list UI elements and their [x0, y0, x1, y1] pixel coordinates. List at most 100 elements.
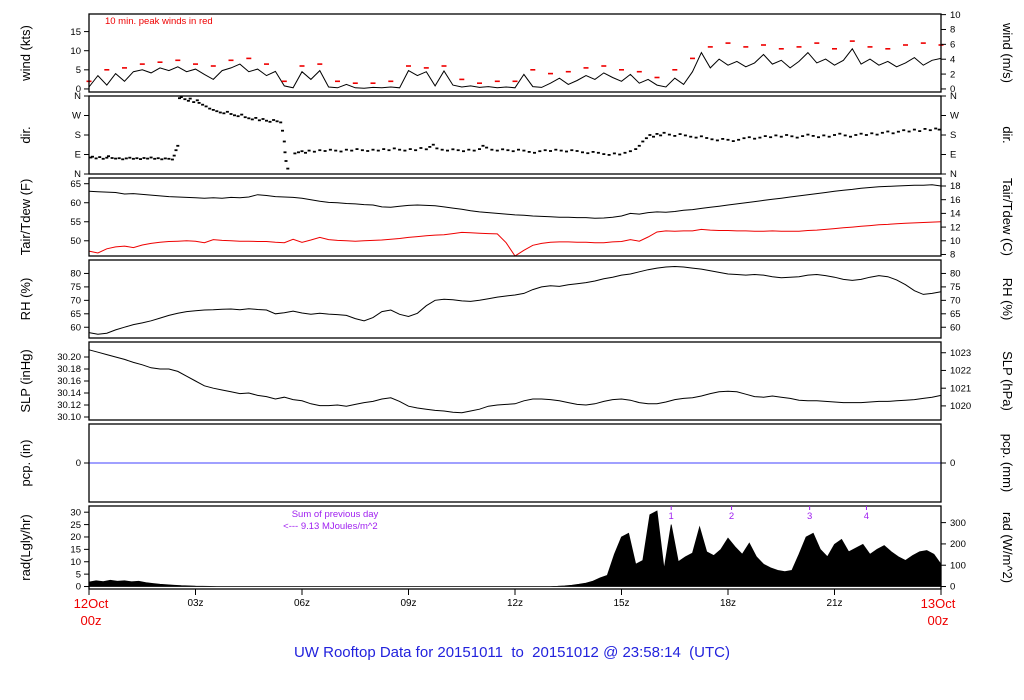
xaxis-start-hour: 00z — [81, 613, 102, 628]
ytick-left-rad: 25 — [70, 520, 81, 531]
panel-wind: 0 5 10 15 0 2 4 6 8 10 wind (kts) wind (m/s) 10 min.… — [18, 10, 1015, 95]
ylabel-left-rad: rad(Lgly/hr) — [18, 514, 33, 580]
ytick-left-rh: 70 — [70, 296, 81, 307]
ytick-left-pcp: 0 — [76, 458, 81, 469]
ytick-left-rad: 10 — [70, 557, 81, 568]
ytick-right-rad: 0 — [950, 582, 955, 593]
ytick-right-slp: 1022 — [950, 366, 971, 377]
ylabel-right-rh: RH (%) — [1000, 278, 1015, 321]
ylabel-right-slp: SLP (hPa) — [1000, 351, 1015, 411]
xtick-label: 15z — [613, 598, 629, 609]
ytick-right-temp: 18 — [950, 181, 961, 192]
x-axis: 03z 06z 09z 12z 15z 18z 21z 12Oct 00z 13Oct 00z — [74, 589, 956, 628]
ytick-right-temp: 12 — [950, 222, 961, 233]
ytick-right-slp: 1020 — [950, 401, 971, 412]
ytick-left-wind: 15 — [70, 27, 81, 38]
ytick-left-dir: S — [75, 130, 81, 141]
ylabel-right-rad: rad (W/m^2) — [1000, 512, 1015, 583]
ylabel-right-dir: dir. — [1000, 126, 1015, 143]
ylabel-left-dir: dir. — [18, 126, 33, 143]
ytick-right-rad: 200 — [950, 539, 966, 550]
ytick-left-dir: N — [74, 169, 81, 180]
panel-temp-border — [88, 177, 942, 257]
ytick-right-temp: 8 — [950, 250, 955, 261]
rh-pct-line — [88, 265, 942, 335]
annotation-rad-0: Sum of previous day — [292, 509, 379, 520]
ytick-left-dir: N — [74, 91, 81, 102]
chart-title: UW Rooftop Data for 20151011 to 20151012… — [293, 644, 731, 661]
ytick-right-wind: 8 — [950, 25, 955, 36]
xaxis-end-date: 13Oct — [921, 596, 956, 611]
ytick-left-rad: 5 — [76, 569, 81, 580]
ytick-left-slp: 30.14 — [57, 388, 81, 399]
ytick-right-temp: 16 — [950, 195, 961, 206]
xtick-label: 03z — [187, 598, 203, 609]
peak-wind-kts-points — [86, 40, 944, 84]
ytick-left-wind: 10 — [70, 46, 81, 57]
ytick-left-slp: 30.12 — [57, 400, 81, 411]
ytick-right-rh: 60 — [950, 322, 961, 333]
panel-rh: 60 65 70 75 80 60 65 70 75 80 RH (%) RH (%) — [18, 259, 1015, 339]
ytick-right-wind: 6 — [950, 40, 955, 51]
panel-temp: 50 55 60 65 8 10 12 14 16 18 Tair/Tdew (F) Tair/Tde… — [18, 177, 1015, 261]
ytick-right-rh: 70 — [950, 296, 961, 307]
ytick-left-slp: 30.20 — [57, 352, 81, 363]
ytick-right-wind: 0 — [950, 84, 955, 95]
ytick-right-rh: 80 — [950, 269, 961, 280]
panel-rh-border — [88, 259, 942, 339]
ytick-right-dir: S — [950, 130, 956, 141]
xtick-label: 09z — [400, 598, 416, 609]
event-marker-3: 3 — [807, 511, 812, 522]
ytick-right-slp: 1023 — [950, 348, 971, 359]
ytick-left-rad: 0 — [76, 582, 81, 593]
ytick-left-rh: 60 — [70, 322, 81, 333]
xaxis-end-hour: 00z — [928, 613, 949, 628]
ytick-left-temp: 50 — [70, 236, 81, 247]
ytick-right-temp: 14 — [950, 209, 961, 220]
ytick-left-slp: 30.18 — [57, 364, 81, 375]
event-marker-4: 4 — [864, 511, 869, 522]
ytick-right-wind: 4 — [950, 54, 955, 65]
ytick-right-dir: N — [950, 169, 957, 180]
ytick-right-dir: W — [950, 111, 959, 122]
ytick-right-rh: 65 — [950, 309, 961, 320]
xtick-label: 21z — [826, 598, 842, 609]
solar-rad-lgly-hr-area — [88, 510, 942, 587]
ylabel-right-wind: wind (m/s) — [1000, 22, 1015, 83]
ytick-left-temp: 55 — [70, 217, 81, 228]
ytick-right-pcp: 0 — [950, 458, 955, 469]
ylabel-right-temp: Tair/Tdew (C) — [1000, 178, 1015, 256]
panel-pcp: 0 0 pcp. (in) pcp. (mm) — [18, 423, 1015, 503]
ylabel-left-wind: wind (kts) — [18, 25, 33, 82]
ylabel-left-pcp: pcp. (in) — [18, 440, 33, 487]
xtick-label: 18z — [720, 598, 736, 609]
ytick-left-rad: 30 — [70, 507, 81, 518]
ylabel-left-slp: SLP (inHg) — [18, 349, 33, 412]
ytick-left-slp: 30.10 — [57, 412, 81, 423]
ylabel-left-rh: RH (%) — [18, 278, 33, 321]
ytick-right-slp: 1021 — [950, 383, 971, 394]
ytick-right-rad: 100 — [950, 560, 966, 571]
ytick-right-wind: 2 — [950, 69, 955, 80]
panel-slp-border — [88, 341, 942, 421]
xtick-label: 06z — [294, 598, 310, 609]
slp-inhg-line — [88, 349, 942, 414]
ytick-left-rh: 80 — [70, 269, 81, 280]
ytick-left-wind: 5 — [76, 65, 81, 76]
ytick-right-rad: 300 — [950, 518, 966, 529]
ytick-right-dir: E — [950, 150, 956, 161]
ytick-left-temp: 65 — [70, 179, 81, 190]
annotation-rad-1: <--- 9.13 MJoules/m^2 — [283, 521, 377, 532]
wind-speed-kts-line — [88, 47, 942, 89]
ytick-right-rh: 75 — [950, 282, 961, 293]
ytick-left-rad: 15 — [70, 545, 81, 556]
tdew-f-line — [88, 221, 942, 257]
ytick-left-rh: 65 — [70, 309, 81, 320]
ytick-left-temp: 60 — [70, 198, 81, 209]
ytick-left-wind: 0 — [76, 84, 81, 95]
ytick-left-slp: 30.16 — [57, 376, 81, 387]
